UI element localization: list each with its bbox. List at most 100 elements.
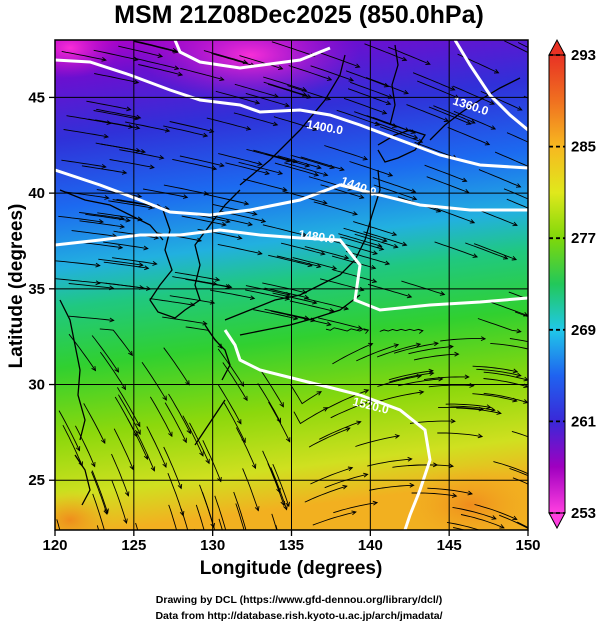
streamline <box>223 402 246 443</box>
streamline-arrow <box>316 164 322 170</box>
streamline <box>293 407 328 425</box>
streamline-arrow <box>512 515 518 521</box>
coastlines <box>59 44 521 506</box>
streamline-arrow <box>243 395 248 402</box>
streamline-arrow <box>362 155 369 161</box>
streamline <box>217 348 244 387</box>
streamline-arrow <box>237 235 243 240</box>
streamline-arrow <box>411 195 418 201</box>
streamline-arrow <box>162 395 167 401</box>
streamline <box>336 109 380 126</box>
streamline <box>434 241 478 258</box>
streamline <box>332 343 373 365</box>
streamline <box>103 241 148 250</box>
streamline-arrow <box>302 232 308 238</box>
streamline-arrow <box>313 172 320 177</box>
streamline <box>235 503 245 530</box>
streamline <box>218 153 262 165</box>
streamline <box>182 415 204 457</box>
streamline-arrow <box>448 344 454 350</box>
streamline <box>172 276 217 285</box>
streamline-arrow <box>496 410 502 415</box>
streamline <box>242 468 259 511</box>
streamline-arrow <box>144 562 148 566</box>
streamline-arrow <box>544 213 549 217</box>
streamline <box>379 391 424 402</box>
streamline-arrow <box>486 404 492 410</box>
streamline <box>511 430 528 438</box>
streamline <box>413 353 459 361</box>
streamline-arrow <box>104 195 110 200</box>
streamline <box>379 126 423 143</box>
streamline <box>259 368 284 407</box>
streamline <box>499 514 528 529</box>
streamline-arrow <box>374 121 381 126</box>
streamline <box>62 424 83 467</box>
streamline-arrow <box>464 374 470 380</box>
streamline <box>446 521 481 530</box>
streamline <box>373 184 417 200</box>
streamline-arrow <box>254 506 260 512</box>
streamline-arrow <box>326 321 332 327</box>
streamline <box>233 112 278 126</box>
streamline <box>308 427 350 448</box>
streamline <box>428 384 474 388</box>
streamline <box>117 387 141 427</box>
streamline <box>367 458 412 467</box>
streamline-arrow <box>511 255 518 261</box>
streamline-arrow <box>105 565 109 569</box>
streamline-arrow <box>383 82 390 88</box>
streamline-arrow <box>91 461 96 468</box>
streamline <box>516 521 528 528</box>
streamline-arrow <box>168 431 173 438</box>
x-tick-label: 145 <box>437 537 462 554</box>
x-tick-label: 150 <box>515 537 540 554</box>
streamline <box>257 383 281 423</box>
streamline <box>118 45 163 57</box>
streamline-arrow <box>150 466 156 472</box>
streamline-arrow <box>499 524 505 529</box>
streamline-arrow <box>209 128 215 134</box>
streamline-arrow <box>95 262 101 268</box>
streamline <box>235 427 256 469</box>
streamline-arrow <box>292 158 298 164</box>
streamline-arrow <box>523 376 528 382</box>
streamline <box>318 317 363 330</box>
streamline <box>146 426 167 468</box>
streamline <box>290 154 335 169</box>
streamline-arrow <box>217 343 223 349</box>
streamline-arrow <box>409 482 415 488</box>
streamline <box>379 328 423 332</box>
streamline-arrow <box>320 250 326 256</box>
streamline-arrow <box>251 463 257 470</box>
streamline-arrow <box>357 325 363 331</box>
streamline <box>428 106 471 125</box>
contour-1360 <box>453 40 528 132</box>
streamline <box>412 72 455 91</box>
streamline <box>96 525 100 530</box>
streamline-arrow <box>323 171 329 177</box>
x-tick-label: 135 <box>279 537 304 554</box>
streamline-arrow <box>212 281 218 286</box>
streamline <box>271 41 315 57</box>
streamline-arrow <box>382 237 388 243</box>
streamline-arrow <box>126 106 132 112</box>
streamline <box>119 149 164 159</box>
streamline <box>203 50 248 64</box>
coast-sakhalin <box>389 44 399 126</box>
streamline <box>61 50 106 61</box>
streamline-arrow <box>480 336 487 342</box>
streamline <box>474 504 517 520</box>
streamline <box>333 502 378 514</box>
streamline <box>427 487 473 495</box>
streamline <box>91 471 108 515</box>
streamline-arrow <box>283 505 288 511</box>
streamline <box>483 392 528 404</box>
streamline <box>290 384 322 405</box>
streamline <box>317 51 360 68</box>
streamline-arrow <box>433 341 439 347</box>
streamline <box>388 370 433 381</box>
streamline-arrow <box>244 531 248 535</box>
streamline-arrow <box>257 161 263 166</box>
